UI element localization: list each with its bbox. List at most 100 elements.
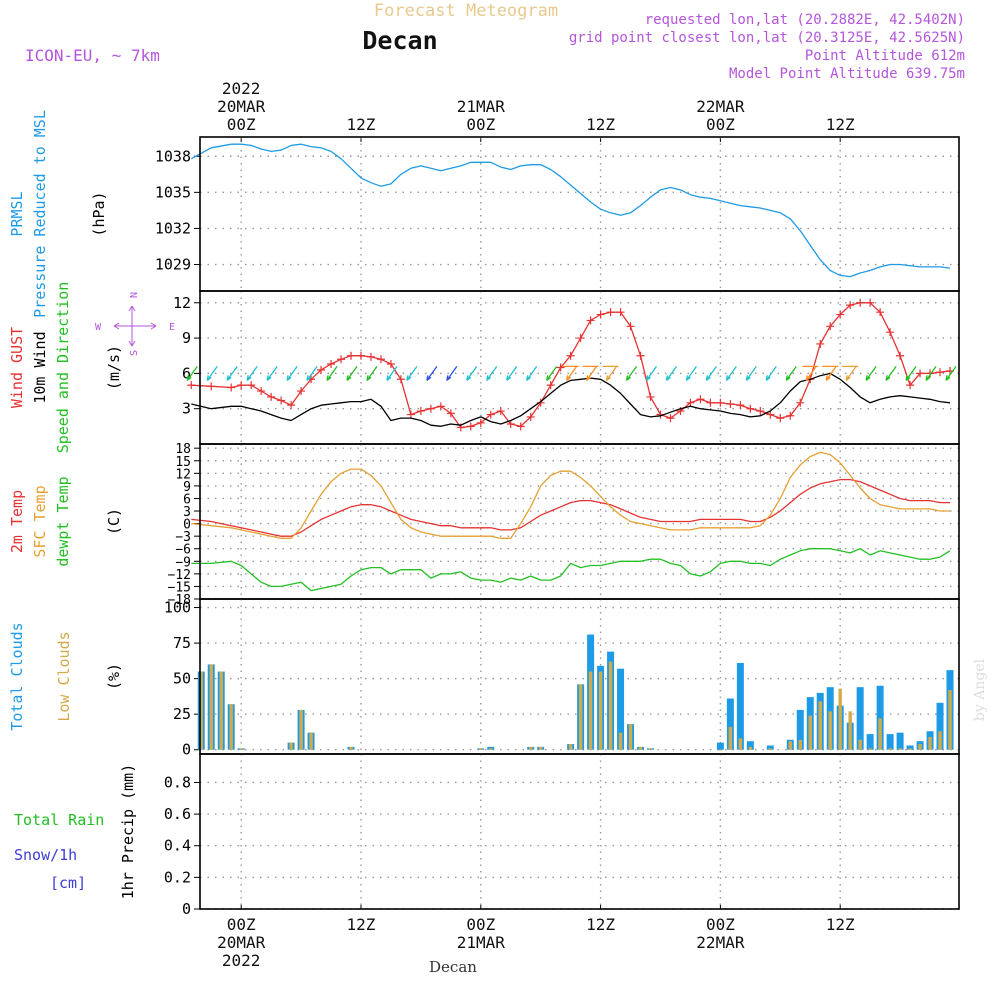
ylabel-clouds: Total Clouds Low Clouds (%): [8, 622, 123, 730]
precip-legend-item: Total Rain: [14, 811, 104, 829]
wind-arrow-shaft: [586, 366, 598, 381]
time-tick-label: 00Z: [706, 115, 735, 134]
wind-arrow-shaft: [206, 366, 218, 381]
gust-marker: [526, 412, 535, 421]
wind-arrow: [822, 365, 839, 381]
y-tick-label: −3: [175, 530, 191, 545]
wind-arrow-head: [705, 375, 711, 381]
gust-marker: [227, 383, 236, 392]
wind-arrow-head: [765, 375, 771, 381]
gust-marker: [416, 407, 425, 416]
wind-arrow: [326, 366, 338, 381]
wind-arrow: [885, 366, 897, 381]
wind-arrow-head: [725, 375, 731, 381]
time-tick-label: 12Z: [826, 115, 855, 134]
gust-marker: [207, 382, 216, 391]
compass-ew-arrow: [113, 322, 157, 330]
wind-arrow: [266, 366, 278, 381]
wind-arrow-head: [605, 375, 611, 381]
wind-arrow: [925, 366, 937, 381]
dewpt-line: [191, 548, 951, 592]
gust-marker: [566, 351, 575, 360]
time-tick-label: 20MAR: [217, 933, 266, 952]
time-tick-label: 00Z: [227, 115, 256, 134]
y-tick-label: 25: [173, 705, 191, 723]
wind-arrow-head: [446, 375, 452, 381]
gust-marker: [926, 369, 935, 378]
wind-direction-arrows: [186, 365, 957, 381]
gust-marker: [886, 328, 895, 337]
wind-arrow-shaft: [745, 366, 757, 381]
wind-arrow-head: [326, 375, 332, 381]
wind-arrow-shaft: [645, 366, 658, 381]
gust-marker: [636, 351, 645, 360]
y-tick-label: −9: [175, 555, 191, 570]
temp2m-line: [191, 478, 950, 537]
wind-arrow-shaft: [286, 366, 298, 381]
wind-arrow-shaft: [845, 366, 857, 381]
wind-arrow: [725, 366, 737, 381]
time-tick-label: 21MAR: [457, 97, 506, 116]
wind-arrow-head: [945, 375, 951, 381]
gust-marker: [756, 407, 765, 416]
wind-arrow-shaft: [406, 366, 418, 381]
low_clouds-bar: [808, 715, 812, 750]
gust-marker: [776, 414, 785, 423]
wind-arrow-shaft: [685, 366, 697, 381]
y-tick-label: 12: [173, 294, 191, 312]
low_clouds-bar: [239, 748, 243, 750]
y-tick-label: 0.8: [164, 773, 191, 791]
panel-frame: [199, 443, 960, 600]
y-tick-label: 100: [164, 599, 191, 617]
panel-precip: 0 0.2 0.4 0.6 0.8: [164, 753, 960, 918]
ylabel-line: Wind GUST: [8, 327, 26, 408]
low_clouds-bar: [618, 732, 623, 750]
gust-marker: [237, 381, 246, 390]
low_clouds-bar: [848, 711, 852, 750]
total_clouds-bar: [487, 746, 495, 750]
wind-arrow: [186, 366, 198, 381]
wind-arrow-head: [366, 375, 372, 381]
time-tick-label: 00Z: [706, 915, 735, 934]
gust-marker: [666, 414, 675, 423]
ylabel-line: Low Clouds: [55, 631, 73, 721]
wind-arrow: [446, 366, 458, 381]
low_clouds-bar: [898, 748, 902, 750]
bottom-location-label: Decan: [429, 958, 477, 976]
wind-arrow: [346, 366, 358, 381]
gust-marker: [247, 381, 256, 390]
gridpoint-lonlat: grid point closest lon,lat (20.3125E, 42…: [569, 30, 965, 46]
wind-arrow-shaft: [266, 366, 278, 381]
low_clouds-bar: [768, 748, 773, 750]
gust-marker: [766, 410, 775, 419]
gust-marker: [436, 402, 445, 411]
wind-arrow: [246, 366, 258, 381]
panel-clouds: 0 25 50 75 100: [164, 598, 960, 759]
wind-arrow: [645, 366, 658, 381]
y-tick-label: 1038: [155, 147, 191, 165]
panel-labels: PRMSL Pressure Reduced to MSL (hPa) Wind GU…: [8, 110, 175, 899]
wind-arrow-shaft: [246, 366, 258, 381]
wind-arrow-head: [585, 375, 591, 381]
sfctemp-line: [191, 451, 950, 539]
gust-marker: [516, 422, 525, 431]
low_clouds-bar: [578, 684, 583, 750]
wind-arrow-head: [685, 375, 691, 381]
pressure-line: [190, 143, 951, 278]
gust-marker: [476, 418, 485, 427]
wind-arrow-head: [266, 375, 272, 381]
chart-title: Decan: [362, 26, 437, 55]
wind-arrow: [366, 366, 378, 381]
low_clouds-bar: [718, 749, 723, 751]
time-tick-label: 00Z: [466, 915, 495, 934]
low_clouds-bar: [628, 724, 633, 750]
wind-arrow-head: [885, 375, 891, 381]
ylabel-line: dewpt Temp: [54, 476, 72, 566]
y-tick-label: 1035: [155, 183, 191, 201]
wind-arrow-head: [406, 375, 412, 381]
low_clouds-bar: [529, 746, 533, 750]
y-tick-label: −18: [168, 593, 191, 608]
gust-marker: [686, 398, 695, 407]
low_clouds-bar: [868, 748, 872, 750]
